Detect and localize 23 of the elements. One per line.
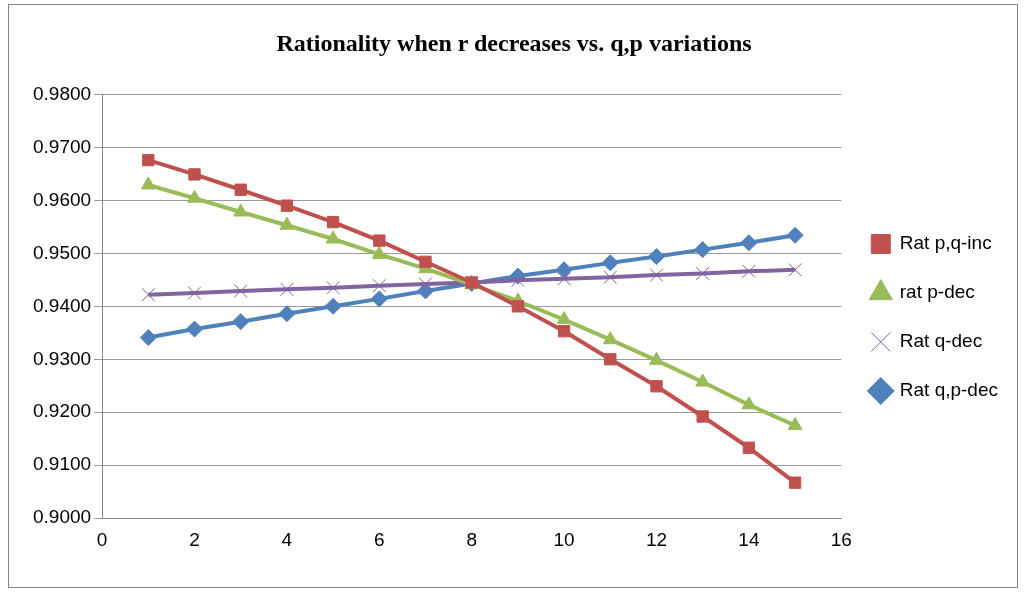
x-tick-label: 4 (281, 528, 293, 550)
y-tick-label: 0.9000 (32, 506, 92, 528)
y-tick-label: 0.9500 (32, 241, 92, 263)
y-tick-label: 0.9400 (32, 294, 92, 316)
x-tick-label: 8 (466, 528, 477, 550)
x-tick-label: 16 (830, 528, 852, 550)
x-tick-label: 12 (645, 528, 668, 550)
y-tick-label: 0.9600 (32, 188, 92, 210)
legend-label: Rat q,p-dec (899, 379, 999, 401)
chart-title: Rationality when r decreases vs. q,p variations (275, 30, 753, 57)
y-tick-label: 0.9800 (32, 82, 92, 104)
x-tick-label: 10 (553, 528, 575, 550)
x-tick-label: 14 (738, 528, 760, 550)
y-tick-label: 0.9100 (32, 453, 92, 475)
y-tick-label: 0.9700 (32, 135, 92, 157)
x-tick-label: 0 (96, 528, 108, 550)
legend-label: Rat p,q-inc (899, 232, 992, 254)
y-tick-label: 0.9300 (32, 347, 92, 369)
legend-label: Rat q-dec (899, 330, 983, 352)
x-tick-label: 2 (189, 528, 200, 550)
y-tick-label: 0.9200 (32, 400, 92, 422)
legend-label: rat p-dec (899, 281, 975, 303)
x-tick-label: 6 (374, 528, 385, 550)
